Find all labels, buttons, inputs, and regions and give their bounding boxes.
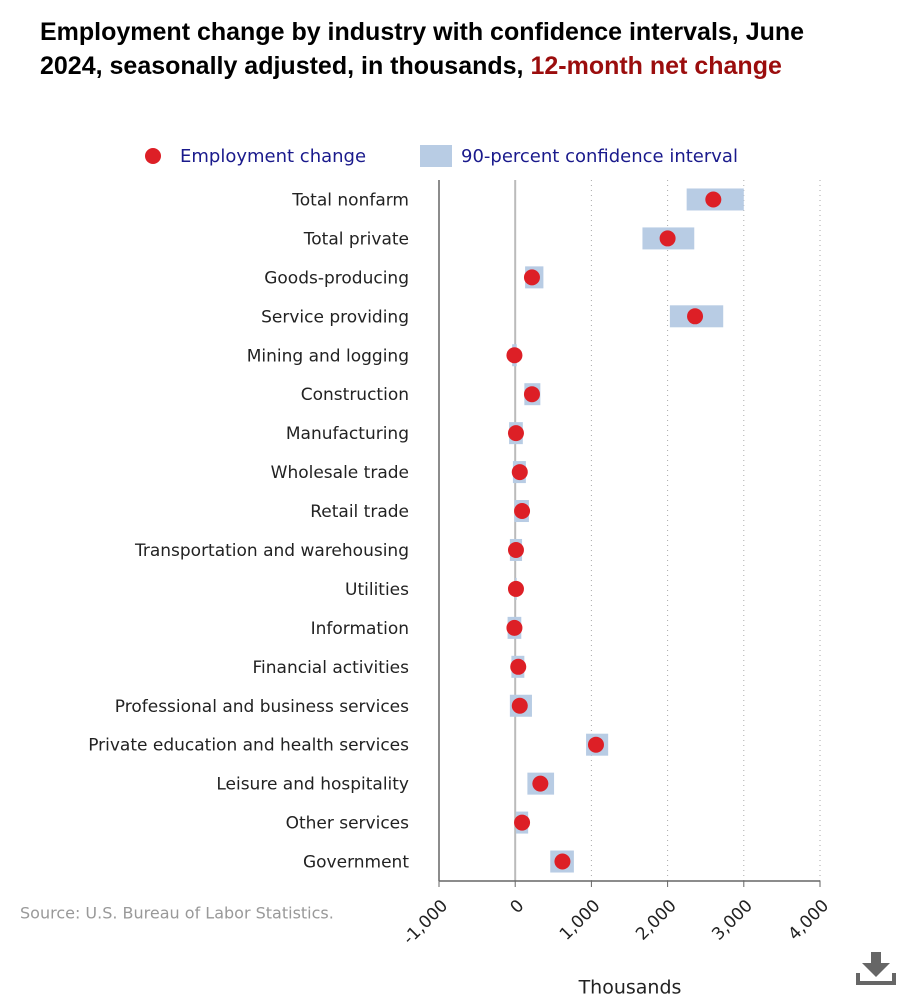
- y-tick-label: Retail trade: [310, 502, 409, 522]
- chart-title: Employment change by industry with confi…: [40, 15, 860, 83]
- download-icon[interactable]: [856, 952, 896, 985]
- legend-label: Employment change: [180, 146, 366, 167]
- x-axis-label: Thousands: [578, 977, 682, 999]
- point: [514, 503, 531, 520]
- x-tick-label: 1,000: [556, 896, 605, 945]
- y-tick-label: Other services: [286, 814, 410, 834]
- x-tick-label: 0: [506, 896, 528, 918]
- y-tick-label: Total nonfarm: [291, 190, 409, 210]
- y-tick-label: Mining and logging: [247, 346, 409, 366]
- point: [554, 853, 571, 870]
- y-tick-label: Transportation and warehousing: [134, 541, 409, 561]
- legend-label: 90-percent confidence interval: [461, 146, 738, 167]
- point: [587, 736, 604, 753]
- x-tick-label: 3,000: [708, 896, 757, 945]
- y-tick-label: Government: [303, 853, 409, 873]
- point: [532, 775, 549, 792]
- y-tick-label: Utilities: [345, 580, 409, 600]
- point: [659, 230, 676, 247]
- x-tick-label: 4,000: [785, 896, 834, 945]
- y-tick-label: Total private: [303, 229, 409, 249]
- point: [523, 386, 540, 403]
- legend-marker: [420, 145, 452, 167]
- title-text: Employment change by industry with confi…: [40, 18, 805, 80]
- point: [705, 191, 722, 208]
- source-note: Source: U.S. Bureau of Labor Statistics.: [20, 904, 334, 923]
- y-tick-label: Professional and business services: [115, 697, 409, 717]
- y-tick-label: Information: [311, 619, 409, 639]
- point: [507, 541, 524, 558]
- y-tick-label: Service providing: [261, 307, 409, 327]
- point: [511, 697, 528, 714]
- y-tick-label: Leisure and hospitality: [216, 775, 409, 795]
- point: [507, 425, 524, 442]
- y-tick-label: Wholesale trade: [271, 463, 409, 483]
- point: [514, 814, 531, 831]
- y-tick-label: Financial activities: [253, 658, 410, 678]
- y-tick-label: Private education and health services: [88, 736, 409, 756]
- point: [510, 658, 527, 675]
- y-tick-label: Construction: [301, 385, 409, 405]
- point: [511, 464, 528, 481]
- point: [506, 347, 523, 364]
- legend-marker: [145, 148, 161, 164]
- y-tick-label: Manufacturing: [286, 424, 409, 444]
- y-tick-label: Goods-producing: [264, 268, 409, 288]
- x-tick-label: 2,000: [632, 896, 681, 945]
- title-highlight: 12-month net change: [530, 52, 782, 80]
- point: [506, 619, 523, 636]
- point: [687, 308, 704, 325]
- point: [523, 269, 540, 286]
- point: [507, 580, 524, 597]
- x-tick-label: -1,000: [399, 896, 452, 949]
